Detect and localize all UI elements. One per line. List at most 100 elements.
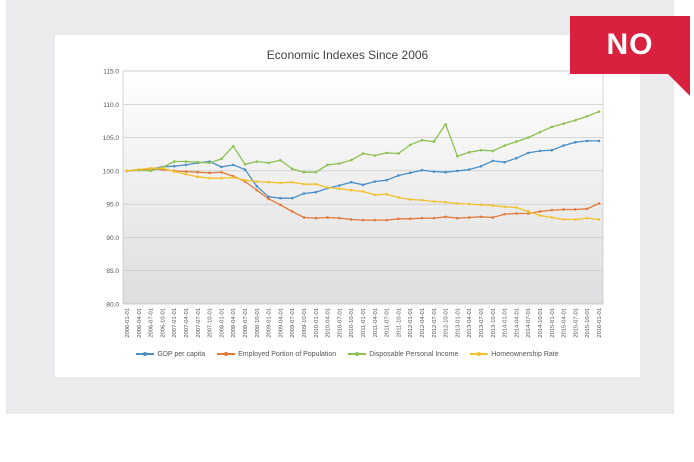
x-tick-label: 2007-01-01: [172, 308, 178, 338]
chart-title: Economic Indexes Since 2006: [266, 48, 429, 62]
data-point: [208, 161, 211, 165]
data-point: [279, 203, 282, 207]
y-tick-label: 95.0: [106, 202, 119, 209]
data-point: [408, 171, 412, 175]
legend-label: Employed Portion of Population: [238, 351, 337, 358]
data-point: [267, 195, 270, 199]
data-point: [279, 158, 282, 162]
data-point: [432, 216, 436, 220]
x-tick-label: 2014-01-01: [503, 308, 509, 338]
data-point: [184, 163, 188, 167]
data-point: [408, 217, 412, 221]
plot-area: [122, 70, 604, 305]
data-point: [326, 216, 329, 219]
data-point: [338, 184, 341, 187]
data-point: [432, 140, 436, 143]
x-tick-label: 2008-07-01: [243, 308, 249, 338]
legend-swatch: [470, 352, 489, 356]
data-point: [149, 169, 152, 173]
x-tick-label: 2015-01-01: [550, 308, 556, 338]
data-point: [184, 170, 188, 173]
data-point: [597, 218, 601, 221]
data-point: [432, 200, 436, 203]
data-point: [373, 193, 377, 197]
legend-swatch: [348, 352, 367, 356]
data-point: [550, 125, 554, 129]
data-point: [243, 162, 247, 166]
data-point: [515, 140, 518, 143]
data-point: [515, 212, 518, 215]
data-point: [302, 182, 306, 186]
data-point: [597, 110, 601, 113]
data-point: [385, 192, 388, 196]
data-point: [267, 197, 270, 201]
data-point: [550, 148, 554, 152]
data-point: [574, 208, 577, 211]
data-point: [385, 178, 388, 182]
x-tick-label: 2008-01-01: [219, 308, 225, 338]
x-tick-label: 2013-04-01: [467, 308, 473, 338]
y-tick-label: 110.0: [103, 102, 119, 109]
data-point: [420, 198, 424, 202]
x-tick-label: 2013-10-01: [491, 308, 497, 338]
x-tick-label: 2012-04-01: [420, 308, 426, 338]
data-point: [314, 190, 318, 194]
data-point: [479, 164, 483, 168]
data-point: [585, 114, 589, 118]
data-point: [467, 150, 471, 154]
data-point: [302, 216, 306, 219]
data-point: [338, 162, 341, 165]
x-tick-label: 2012-07-01: [432, 308, 438, 338]
data-point: [420, 216, 424, 220]
data-point: [279, 196, 282, 200]
data-point: [373, 218, 377, 222]
x-tick-label: 2015-07-01: [573, 308, 579, 338]
data-point: [255, 160, 259, 163]
data-point: [456, 169, 459, 173]
data-point: [479, 148, 483, 152]
data-point: [456, 202, 459, 205]
data-point: [574, 118, 577, 122]
badge-label: NO: [606, 28, 654, 61]
legend-label: Homeownership Rate: [491, 351, 559, 358]
data-point: [385, 218, 388, 222]
y-tick-label: 100.0: [103, 168, 120, 175]
no-badge: [570, 16, 690, 96]
x-tick-label: 2006-07-01: [149, 308, 155, 338]
data-point: [444, 215, 447, 219]
x-tick-label: 2012-10-01: [444, 308, 450, 338]
data-point: [184, 160, 188, 163]
data-point: [397, 152, 400, 155]
data-point: [420, 168, 424, 172]
data-point: [444, 170, 447, 174]
x-tick-label: 2011-01-01: [361, 308, 367, 337]
data-point: [349, 218, 353, 221]
legend-label: GDP per capita: [157, 351, 206, 358]
data-point: [408, 143, 412, 147]
chart-legend: GDP per capita Employed Portion of Popula…: [55, 351, 640, 358]
data-point: [491, 204, 495, 207]
x-tick-label: 2007-07-01: [196, 308, 202, 338]
x-tick-label: 2006-01-01: [125, 308, 131, 338]
data-point: [479, 203, 483, 207]
data-point: [550, 216, 554, 219]
data-point: [515, 206, 518, 209]
x-tick-label: 2009-01-01: [267, 308, 273, 338]
data-point: [338, 187, 341, 191]
data-point: [562, 144, 565, 147]
data-point: [408, 198, 412, 201]
data-point: [290, 167, 294, 171]
legend-item: Disposable Personal Income: [348, 351, 458, 358]
badge-ribbon-shape: [570, 16, 690, 96]
data-point: [349, 158, 353, 162]
data-point: [361, 152, 365, 155]
data-point: [467, 202, 471, 206]
y-tick-label: 90.0: [106, 235, 119, 242]
data-point: [562, 208, 565, 211]
data-point: [255, 184, 259, 188]
data-point: [585, 139, 589, 143]
data-point: [267, 161, 270, 165]
data-point: [302, 192, 306, 195]
data-point: [361, 190, 365, 193]
data-point: [562, 122, 565, 125]
